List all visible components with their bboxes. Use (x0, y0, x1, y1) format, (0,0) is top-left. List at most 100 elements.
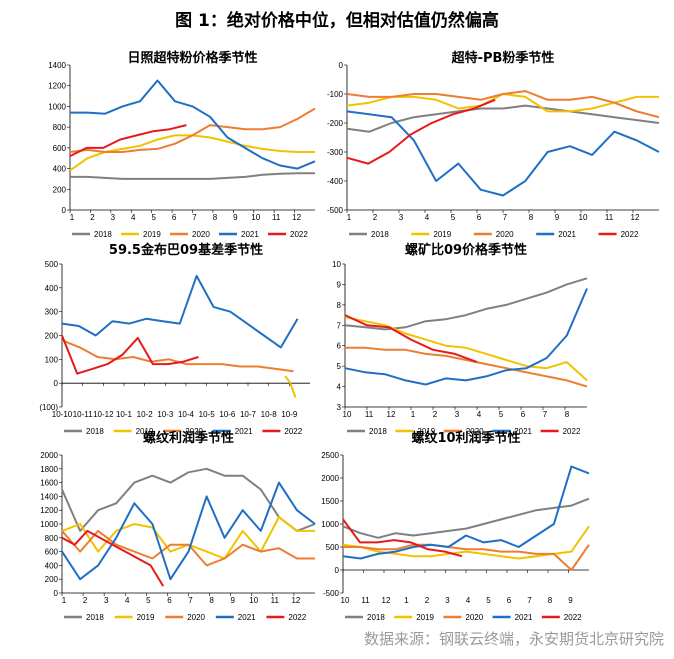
x-tick-label: 6 (507, 596, 512, 605)
series-line-2020 (61, 529, 315, 567)
chart-title: 超特-PB粉季节性 (452, 50, 555, 66)
legend-label-2022: 2022 (290, 230, 308, 239)
x-tick-label: 4 (131, 213, 136, 222)
x-tick-label: 2 (433, 410, 438, 419)
x-tick-label: 12 (291, 596, 300, 605)
series-line-2022 (69, 124, 187, 157)
legend-label-2018: 2018 (371, 230, 389, 239)
y-tick-label: 0 (339, 61, 344, 70)
series-line-2022 (346, 98, 496, 165)
x-tick-label: 10 (579, 213, 588, 222)
y-tick-label: -100 (327, 90, 344, 99)
x-tick-label: 12 (292, 213, 301, 222)
x-tick-label: 6 (477, 213, 482, 222)
y-tick-label: 2000 (40, 451, 58, 460)
y-tick-label: 0 (54, 379, 59, 388)
x-tick-label: 6 (167, 596, 172, 605)
x-tick-label: 8 (548, 596, 553, 605)
x-tick-label: 8 (213, 213, 218, 222)
x-tick-label: 7 (188, 596, 193, 605)
x-tick-label: 6 (172, 213, 177, 222)
y-tick-label: 1800 (40, 465, 58, 474)
x-tick-label: 8 (565, 410, 570, 419)
chart-title: 螺纹利润季节性 (143, 430, 234, 446)
y-tick-label: 800 (53, 123, 67, 132)
y-tick-label: 1000 (48, 102, 66, 111)
legend-label-2021: 2021 (235, 427, 253, 436)
y-tick-label: 1400 (48, 61, 66, 70)
legend-label-2022: 2022 (621, 230, 639, 239)
x-tick-label: 9 (230, 596, 235, 605)
y-tick-label: 3 (337, 403, 342, 412)
series-line-2018 (342, 497, 590, 539)
legend-label-2022: 2022 (564, 613, 582, 622)
x-tick-label: 10-11 (73, 410, 93, 419)
y-tick-label: 600 (45, 548, 59, 557)
legend-label-2019: 2019 (136, 427, 154, 436)
y-tick-label: 1600 (40, 479, 58, 488)
x-tick-label: 10-10 (52, 410, 73, 419)
y-tick-label: 200 (45, 332, 59, 341)
chart-title: 59.5金布巴09基差季节性 (109, 242, 263, 258)
legend-label-2021: 2021 (514, 427, 532, 436)
x-tick-label: 10-8 (261, 410, 278, 419)
x-tick-label: 10 (249, 596, 258, 605)
y-tick-label: 800 (45, 534, 59, 543)
y-tick-label: -300 (327, 148, 344, 157)
chart-title: 螺矿比09价格季节性 (405, 242, 527, 258)
y-tick-label: 500 (326, 543, 340, 552)
legend-label-2022: 2022 (563, 427, 581, 436)
series-line-2020 (343, 543, 590, 571)
x-tick-label: 9 (568, 596, 573, 605)
series-line-2022 (61, 529, 165, 587)
x-tick-label: 7 (543, 410, 548, 419)
y-tick-label: 0 (54, 589, 59, 598)
series-line-2022 (342, 518, 463, 558)
series-line-2021 (344, 288, 588, 386)
x-tick-label: 11 (365, 410, 374, 419)
y-tick-label: 8 (337, 301, 342, 310)
series-line-2018 (61, 467, 316, 532)
y-tick-label: -500 (327, 206, 344, 215)
legend-label-2018: 2018 (86, 613, 104, 622)
x-tick-label: 1 (411, 410, 416, 419)
chart-title: 日照超特粉价格季节性 (127, 50, 257, 66)
x-tick-label: 2 (373, 213, 378, 222)
y-tick-label: 10 (332, 260, 341, 269)
y-tick-label: 1000 (321, 520, 339, 529)
x-tick-label: 3 (104, 596, 109, 605)
legend-label-2018: 2018 (94, 230, 112, 239)
x-tick-label: 2 (425, 596, 430, 605)
legend-label-2020: 2020 (192, 230, 210, 239)
y-tick-label: 500 (45, 260, 59, 269)
y-tick-label: -200 (327, 119, 344, 128)
x-tick-label: 1 (70, 213, 75, 222)
x-tick-label: 1 (404, 596, 409, 605)
y-tick-label: -400 (327, 177, 344, 186)
chart-rebar-profit: 螺纹利润季节性 0 200 400 600 800 1000 1200 1400 1600 1800… (40, 430, 316, 622)
series-line-2020 (346, 90, 660, 119)
series-line-2021 (342, 465, 590, 560)
y-tick-label: 7 (337, 321, 342, 330)
chart-title: 螺纹10利润季节性 (411, 430, 520, 446)
x-tick-label: 5 (486, 596, 491, 605)
x-tick-label: 11 (605, 213, 614, 222)
x-tick-label: 4 (425, 213, 430, 222)
x-tick-label: 1 (347, 213, 352, 222)
x-tick-label: 5 (451, 213, 456, 222)
series-line-2019 (284, 375, 297, 398)
series-line-2021 (61, 481, 316, 581)
y-tick-label: 300 (45, 308, 59, 317)
x-tick-label: 5 (146, 596, 151, 605)
legend-label-2021: 2021 (238, 613, 256, 622)
series-line-2018 (70, 172, 315, 180)
y-tick-label: 1200 (40, 506, 58, 515)
y-tick-label: 2000 (321, 474, 339, 483)
y-tick-label: 1500 (321, 497, 339, 506)
x-tick-label: 3 (111, 213, 116, 222)
y-tick-label: 4 (337, 383, 342, 392)
x-tick-label: 7 (192, 213, 197, 222)
legend-label-2022: 2022 (288, 613, 306, 622)
series-line-2018 (346, 104, 660, 133)
